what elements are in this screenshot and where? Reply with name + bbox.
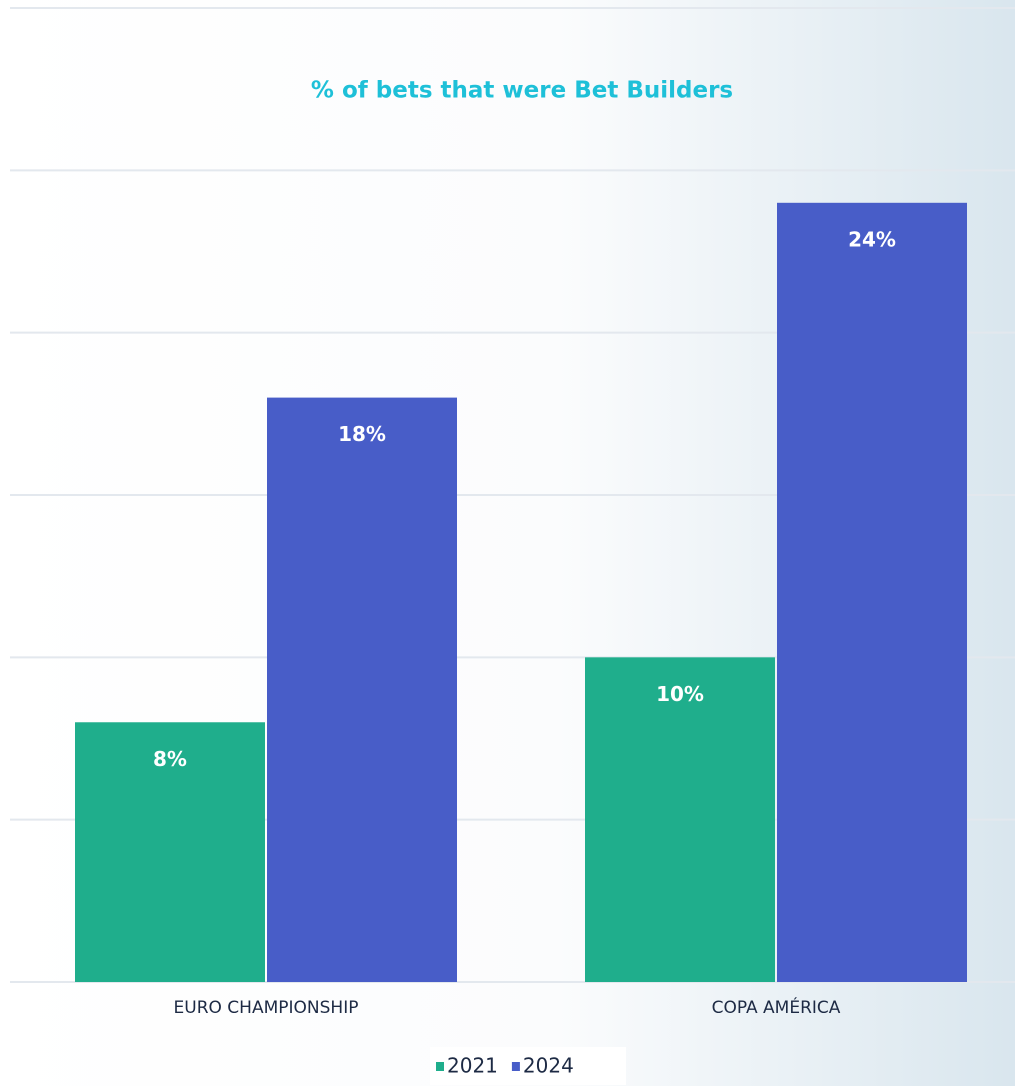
legend-box — [430, 1047, 626, 1085]
x-tick-label: EURO CHAMPIONSHIP — [174, 998, 359, 1018]
legend-label: 2024 — [523, 1054, 574, 1078]
chart-title: % of bets that were Bet Builders — [311, 78, 733, 104]
legend-swatch — [436, 1062, 444, 1071]
legend-label: 2021 — [447, 1054, 498, 1078]
bar — [267, 397, 457, 983]
value-label: 10% — [656, 682, 704, 706]
legend-swatch — [511, 1062, 520, 1071]
bar — [777, 202, 967, 983]
value-label: 18% — [338, 422, 386, 446]
bar — [585, 657, 775, 982]
x-tick-label: COPA AMÉRICA — [712, 996, 841, 1018]
value-label: 8% — [153, 747, 187, 771]
bar — [75, 722, 265, 982]
value-label: 24% — [848, 227, 896, 251]
